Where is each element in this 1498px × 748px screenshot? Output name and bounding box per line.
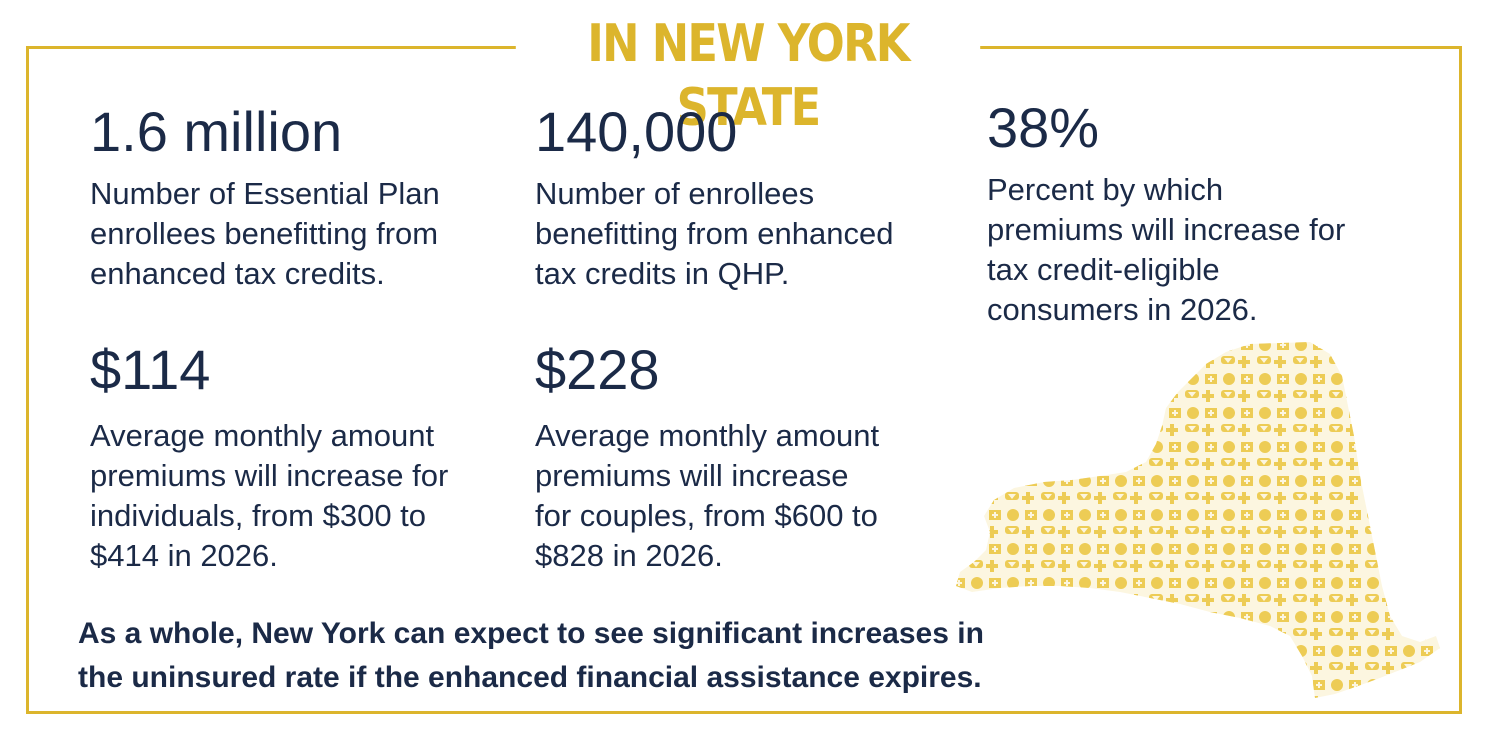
stat-desc-line: benefitting from enhanced	[535, 216, 894, 251]
stat-desc-line: Percent by which	[987, 172, 1224, 207]
stat-desc-line: premiums will increase for	[90, 458, 449, 493]
footer-statement: As a whole, New York can expect to see s…	[78, 612, 1218, 700]
stat-premium-percent-increase: 38% Percent by which premiums will incre…	[987, 96, 1345, 330]
stat-desc-line: premiums will increase	[535, 458, 849, 493]
stat-desc-line: enhanced tax credits.	[90, 256, 385, 291]
stat-desc-line: enrollees benefitting from	[90, 216, 439, 251]
new-york-state-map-icon	[956, 342, 1440, 698]
stat-desc-line: tax credit-eligible	[987, 252, 1220, 287]
stat-desc-line: Number of enrollees	[535, 176, 815, 211]
stat-essential-plan-enrollees: 1.6 million Number of Essential Plan enr…	[90, 100, 440, 294]
stat-desc-line: Average monthly amount	[90, 418, 435, 453]
stat-desc-line: premiums will increase for	[987, 212, 1346, 247]
stat-desc-line: Number of Essential Plan	[90, 176, 440, 211]
footer-line: As a whole, New York can expect to see s…	[78, 617, 984, 650]
stat-value: 140,000	[535, 100, 738, 163]
stat-desc-line: Average monthly amount	[535, 418, 880, 453]
stat-couple-premium-increase: $228 Average monthly amount premiums wil…	[535, 338, 879, 576]
stat-value: $114	[90, 338, 211, 401]
stat-desc-line: tax credits in QHP.	[535, 256, 790, 291]
stat-desc-line: individuals, from $300 to	[90, 498, 427, 533]
footer-line: the uninsured rate if the enhanced finan…	[78, 661, 982, 694]
stat-value: $228	[535, 338, 660, 401]
stat-desc-line: consumers in 2026.	[987, 292, 1258, 327]
stat-qhp-enrollees: 140,000 Number of enrollees benefitting …	[535, 100, 893, 294]
stat-value: 1.6 million	[90, 100, 343, 163]
page-title: IN NEW YORK STATE	[515, 12, 981, 138]
stat-value: 38%	[987, 96, 1100, 159]
stat-desc-line: $414 in 2026.	[90, 538, 278, 573]
stat-desc-line: for couples, from $600 to	[535, 498, 878, 533]
stat-individual-premium-increase: $114 Average monthly amount premiums wil…	[90, 338, 448, 576]
stat-desc-line: $828 in 2026.	[535, 538, 723, 573]
